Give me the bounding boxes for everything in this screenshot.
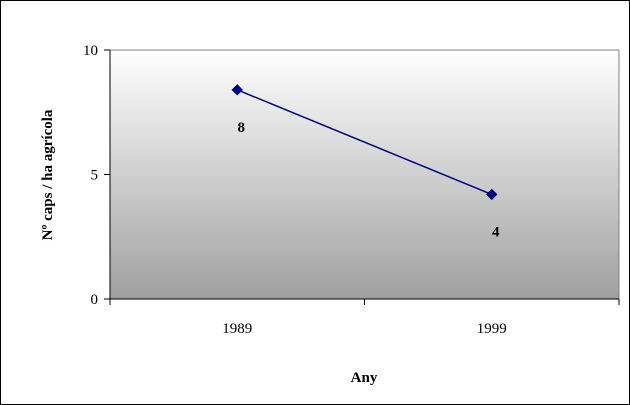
x-axis-ticks: 1989 1999: [109, 299, 620, 337]
y-tick-label: 0: [91, 292, 99, 308]
x-tick-label: 1989: [222, 321, 252, 337]
data-point-marker: [231, 84, 243, 96]
x-axis-title: Any: [351, 370, 378, 386]
data-point-marker: [486, 188, 498, 201]
y-axis-ticks: 0 5 10: [83, 43, 110, 308]
data-label: 8: [238, 120, 246, 136]
data-label: 4: [492, 224, 500, 240]
y-tick-label: 5: [91, 168, 99, 184]
x-tick-label: 1999: [477, 321, 507, 337]
series-line: [236, 89, 493, 196]
y-tick-label: 10: [83, 43, 98, 59]
y-axis-title: Nº caps / ha agrícola: [40, 109, 56, 240]
series-layer: 84: [231, 84, 500, 240]
plot-area: [109, 49, 620, 300]
